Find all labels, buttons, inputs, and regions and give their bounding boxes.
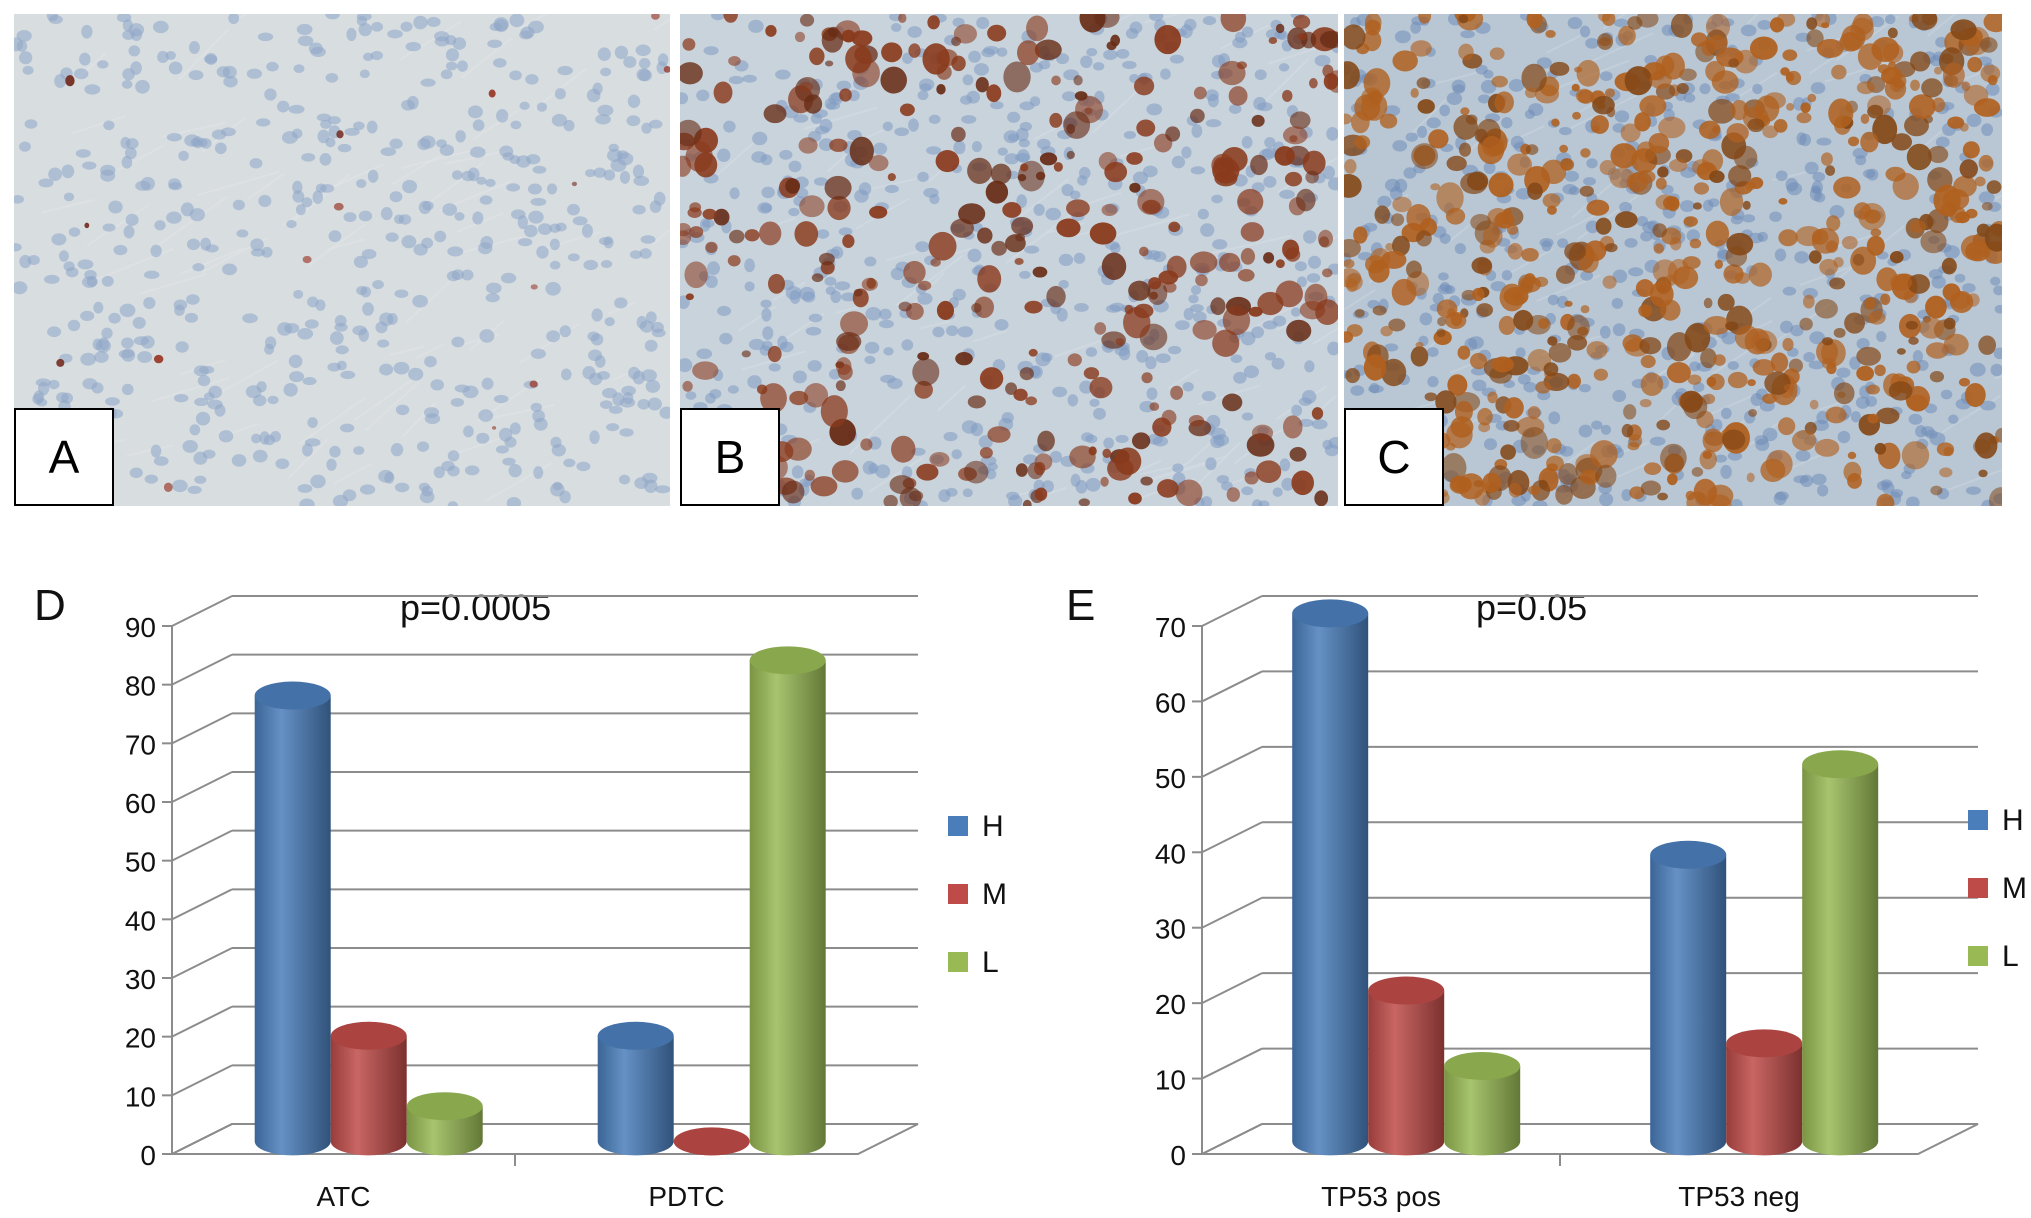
- y-tick-label: 90: [125, 612, 156, 643]
- y-tick-label: 40: [1155, 838, 1186, 869]
- y-tick-label: 70: [1155, 612, 1186, 643]
- bar-L-PDTC: [749, 646, 826, 1156]
- grid-diagonal: [171, 771, 233, 803]
- x-tick-label: PDTC: [648, 1181, 724, 1212]
- y-tick-label: 0: [1170, 1140, 1186, 1171]
- grid-diagonal: [171, 595, 233, 627]
- bar-M-TP53-neg: [1726, 1029, 1803, 1156]
- grid-diagonal: [171, 653, 233, 686]
- grid-diagonal: [1201, 670, 1263, 703]
- bar-M-ATC: [330, 1021, 407, 1156]
- micrograph-a-texture: [14, 14, 670, 506]
- bar-M-TP53-pos: [1368, 976, 1445, 1156]
- y-tick-label: 30: [125, 964, 156, 995]
- y-tick-label: 10: [125, 1081, 156, 1112]
- x-tick-label: ATC: [317, 1181, 371, 1212]
- y-tick-label: 0: [140, 1140, 156, 1171]
- legend-label-H: H: [982, 810, 1004, 843]
- legend-label-L: L: [982, 946, 999, 979]
- grid-diagonal: [1201, 972, 1263, 1005]
- y-tick-label: 40: [125, 905, 156, 936]
- micrograph-panel-c: C: [1344, 14, 2002, 506]
- legend-swatch-H: [948, 816, 968, 836]
- chart-annotation: p=0.0005: [400, 587, 551, 628]
- x-tick-label: TP53 pos: [1321, 1181, 1441, 1212]
- bar-H-TP53-pos: [1292, 599, 1369, 1156]
- grid-diagonal: [171, 829, 233, 862]
- micrograph-panel-a: A: [14, 14, 670, 506]
- micrograph-panel-b: B: [680, 14, 1338, 506]
- micrograph-c: [1344, 14, 2002, 506]
- grid-diagonal: [171, 1064, 233, 1097]
- grid-diagonal: [1201, 745, 1263, 778]
- panel-label-c: C: [1344, 408, 1444, 506]
- grid-diagonal: [1201, 821, 1263, 854]
- chart-panel-label: D: [34, 581, 66, 630]
- bar-H-ATC: [254, 681, 331, 1156]
- y-tick-label: 60: [125, 788, 156, 819]
- grid-diagonal: [171, 712, 233, 745]
- bar-M-PDTC: [673, 1127, 750, 1156]
- legend-label-M: M: [982, 878, 1007, 911]
- grid-diagonal: [171, 888, 233, 921]
- legend-swatch-M: [948, 884, 968, 904]
- legend-label-H: H: [2002, 804, 2024, 837]
- y-tick-label: 70: [125, 729, 156, 760]
- legend-label-M: M: [2002, 872, 2027, 905]
- grid-diagonal: [1201, 1047, 1263, 1080]
- y-tick-label: 50: [125, 847, 156, 878]
- micrograph-c-texture: [1344, 14, 2002, 506]
- y-tick-label: 20: [125, 1023, 156, 1054]
- legend-swatch-L: [1968, 946, 1988, 966]
- y-tick-label: 50: [1155, 763, 1186, 794]
- legend-swatch-L: [948, 952, 968, 972]
- grid-diagonal: [171, 1005, 233, 1038]
- micrograph-a: [14, 14, 670, 506]
- bar-H-PDTC: [597, 1021, 674, 1156]
- panel-label-b: B: [680, 408, 780, 506]
- grid-diagonal: [1201, 896, 1263, 929]
- chart-annotation: p=0.05: [1476, 587, 1587, 628]
- micrograph-b-texture: [680, 14, 1338, 506]
- micrograph-b: [680, 14, 1338, 506]
- bar-L-ATC: [406, 1092, 483, 1156]
- legend-swatch-M: [1968, 878, 1988, 898]
- legend-label-L: L: [2002, 940, 2019, 973]
- bar-H-TP53-neg: [1650, 840, 1727, 1156]
- x-tick-label: TP53 neg: [1678, 1181, 1799, 1212]
- bar-L-TP53-neg: [1802, 750, 1879, 1156]
- y-tick-label: 30: [1155, 914, 1186, 945]
- grid-diagonal: [1201, 595, 1263, 627]
- panel-label-a: A: [14, 408, 114, 506]
- y-tick-label: 20: [1155, 989, 1186, 1020]
- y-tick-label: 80: [125, 671, 156, 702]
- grid-diagonal: [171, 947, 233, 979]
- y-tick-label: 60: [1155, 687, 1186, 718]
- y-tick-label: 10: [1155, 1065, 1186, 1096]
- bar-L-TP53-pos: [1444, 1051, 1521, 1156]
- chart-panel-label: E: [1066, 581, 1095, 630]
- legend-swatch-H: [1968, 810, 1988, 830]
